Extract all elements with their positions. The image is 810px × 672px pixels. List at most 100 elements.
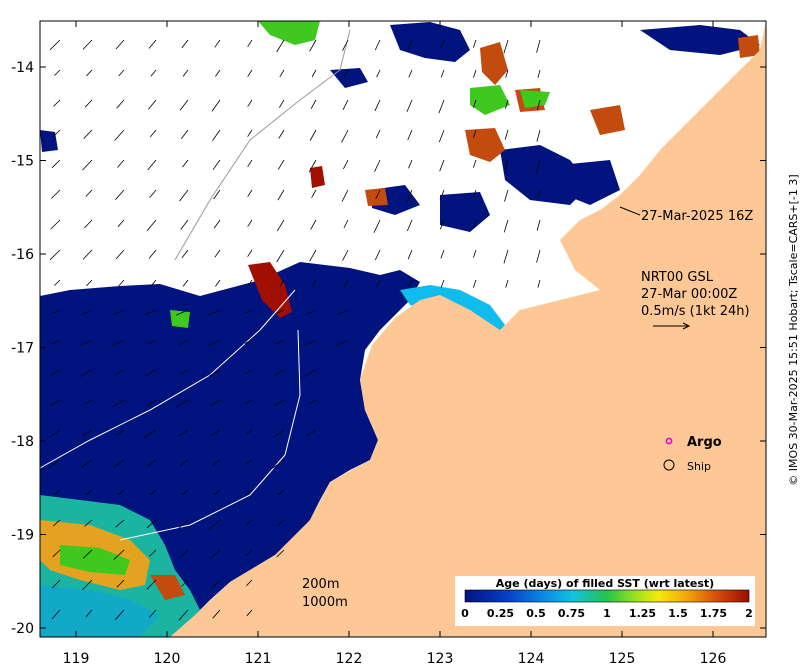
colorbar-tick-label: 1.25 xyxy=(629,607,656,620)
current-vector xyxy=(536,219,541,231)
ship-label: Ship xyxy=(687,460,711,473)
current-vector xyxy=(247,129,253,137)
current-vector xyxy=(175,399,189,408)
current-vector xyxy=(81,339,93,346)
current-vector xyxy=(117,489,125,496)
current-vector xyxy=(209,519,221,530)
current-vector xyxy=(115,609,125,620)
current-vector xyxy=(247,39,253,47)
current-vector xyxy=(308,159,317,173)
current-vector xyxy=(177,429,189,437)
lat-axis: -14 -15 -16 -17 -18 -19 -20 xyxy=(11,60,766,637)
current-vector xyxy=(85,189,93,197)
current-vector xyxy=(343,159,349,170)
current-vector xyxy=(306,429,317,437)
current-vector xyxy=(82,249,93,260)
filled-sst-patches-north xyxy=(40,22,760,232)
current-vector xyxy=(276,549,285,558)
current-vector xyxy=(50,219,61,230)
current-vector xyxy=(277,159,285,170)
current-vector xyxy=(179,549,189,558)
current-vector xyxy=(51,609,61,620)
current-vector xyxy=(177,339,189,346)
current-vector xyxy=(148,249,157,259)
current-vector xyxy=(376,69,381,78)
current-vector xyxy=(115,249,125,260)
lon-tick-label: 119 xyxy=(63,651,90,667)
current-vector xyxy=(118,279,125,287)
lat-tick-label: -19 xyxy=(11,528,34,544)
current-vector xyxy=(214,39,221,48)
colorbar-tick-label: 1.75 xyxy=(700,607,727,620)
current-vector xyxy=(213,489,221,496)
filled-sst-shelf-colours xyxy=(40,495,200,637)
current-vector xyxy=(440,219,445,230)
current-vector xyxy=(53,489,61,496)
current-vector xyxy=(81,579,93,591)
current-vector xyxy=(208,339,221,347)
current-vector xyxy=(375,129,381,139)
current-vector xyxy=(82,309,93,315)
current-vector xyxy=(440,39,445,49)
current-vector xyxy=(116,99,125,109)
current-vector xyxy=(175,309,189,316)
current-vector xyxy=(149,189,157,198)
current-vector xyxy=(246,609,253,617)
current-vector xyxy=(211,99,221,112)
colorbar-tick-label: 0.25 xyxy=(487,607,514,620)
current-vector xyxy=(212,459,221,466)
current-vector xyxy=(504,129,509,140)
filled-sst-green-patches xyxy=(170,21,550,328)
current-vector xyxy=(536,249,541,263)
current-vector xyxy=(117,219,125,227)
lon-tick-label: 120 xyxy=(154,651,181,667)
current-vector xyxy=(54,69,61,76)
current-vectors xyxy=(48,39,541,621)
argo-marker-icon xyxy=(665,437,673,445)
filled-sst-red-patches xyxy=(248,35,760,318)
current-vector xyxy=(115,369,125,376)
current-vector xyxy=(503,219,509,233)
current-vector xyxy=(374,99,381,112)
current-vector xyxy=(211,429,221,436)
current-vector xyxy=(182,159,189,168)
current-vector xyxy=(473,69,477,78)
current-vector xyxy=(209,369,221,377)
current-vector xyxy=(276,249,285,263)
current-vector xyxy=(116,579,125,588)
current-vector xyxy=(473,159,477,168)
current-vector xyxy=(215,69,221,77)
current-vector xyxy=(375,189,381,200)
current-vector xyxy=(247,219,253,227)
current-vector xyxy=(49,249,61,261)
current-vector xyxy=(440,69,445,78)
current-vector xyxy=(113,309,125,315)
current-vector xyxy=(51,159,61,168)
current-vector xyxy=(212,159,221,171)
current-vector xyxy=(343,219,349,229)
lon-tick-label: 124 xyxy=(518,651,545,667)
lat-tick-label: -18 xyxy=(11,434,34,450)
current-vector xyxy=(213,189,221,200)
current-vector xyxy=(180,129,189,139)
current-vector xyxy=(278,99,285,108)
lat-tick-label: -15 xyxy=(11,154,34,170)
current-vector xyxy=(84,99,93,108)
current-vector xyxy=(116,429,125,436)
current-vector xyxy=(84,519,93,527)
current-vector xyxy=(274,369,285,376)
current-vector xyxy=(51,189,61,199)
isobath-1000m xyxy=(119,329,301,541)
current-vector xyxy=(214,249,221,258)
current-vector xyxy=(473,249,477,258)
product-line2: 27-Mar 00:00Z xyxy=(641,287,737,302)
current-vector xyxy=(48,459,61,469)
current-vector xyxy=(149,489,157,496)
current-vector xyxy=(275,309,285,314)
current-vector xyxy=(247,249,253,257)
current-vector xyxy=(53,99,61,107)
current-vector xyxy=(438,129,445,143)
current-vector xyxy=(277,489,285,496)
current-vector xyxy=(52,519,61,527)
